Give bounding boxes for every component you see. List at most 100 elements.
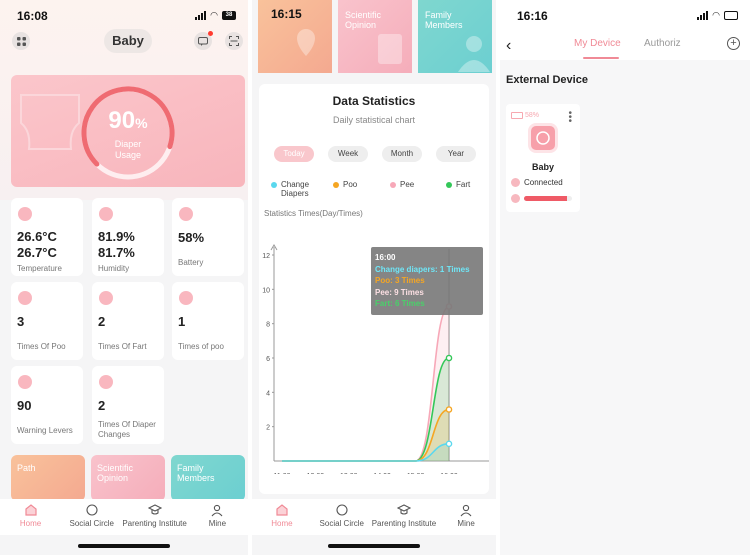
warning-value: 90 — [17, 398, 32, 413]
signal-icon — [195, 11, 207, 20]
tab-mine-2[interactable]: Mine — [436, 499, 496, 535]
y-tick-label: 10 — [262, 287, 270, 294]
legend-pee[interactable]: Pee — [390, 180, 414, 189]
period-year[interactable]: Year — [436, 146, 476, 162]
warning-label: Warning Levers — [17, 426, 73, 435]
family-icon — [458, 36, 490, 72]
battery-icon-3 — [724, 11, 738, 20]
home-indicator-2 — [328, 544, 420, 548]
device-card[interactable]: 58% • • • Baby Connected — [506, 104, 580, 212]
tab-mine[interactable]: Mine — [187, 499, 248, 535]
legend-poo[interactable]: Poo — [333, 180, 357, 189]
user-icon — [211, 504, 223, 517]
tab-parenting-institute-2[interactable]: Parenting Institute — [372, 499, 436, 535]
poo-value: 3 — [17, 314, 25, 329]
tab-social-circle-2[interactable]: Social Circle — [312, 499, 372, 535]
temperature-card[interactable]: 26.6°C 26.7°C Temperature — [11, 198, 83, 276]
diaper-changes-value: 2 — [98, 398, 106, 413]
battery-card[interactable]: 58% Battery — [172, 198, 244, 276]
tab-social-circle[interactable]: Social Circle — [61, 499, 122, 535]
period-today[interactable]: Today — [274, 146, 314, 162]
tile-family-top-label: Family Members — [425, 10, 463, 30]
graduation-cap-icon — [147, 504, 162, 515]
device-screen: 16:16 ◠ ‹ My Device Authoriz + External … — [500, 0, 750, 555]
device-level-fill — [524, 196, 568, 201]
series-area-poo — [282, 409, 449, 461]
humidity-value: 81.9% — [98, 229, 135, 244]
status-time-2: 16:15 — [271, 7, 302, 21]
chat-icon — [86, 504, 98, 516]
tab-home-2[interactable]: Home — [252, 499, 312, 535]
device-status: Connected — [511, 178, 563, 187]
tab-authorize[interactable]: Authoriz — [644, 38, 681, 49]
x-tick-label: 11:00 — [274, 473, 291, 474]
tab-bar: Home Social Circle Parenting Institute M… — [0, 499, 248, 535]
series-line-pee — [281, 305, 450, 462]
fart-icon — [99, 291, 113, 305]
tile-path-top[interactable]: 16:15 — [258, 0, 332, 73]
tile-family-members[interactable]: Family Members — [171, 455, 245, 501]
status-time-3: 16:16 — [517, 9, 548, 23]
period-week[interactable]: Week — [328, 146, 368, 162]
change-icon — [99, 375, 113, 389]
poo-alt-card[interactable]: 1 Times of poo — [172, 282, 244, 360]
grid-icon[interactable] — [12, 32, 30, 50]
battery-outline-icon — [511, 112, 523, 119]
poo-alt-label: Times of poo — [178, 342, 224, 351]
tab-home[interactable]: Home — [0, 499, 61, 535]
tile-family-label: Family Members — [177, 463, 215, 483]
heart-icon — [511, 194, 520, 203]
tooltip-fart: Fart: 6 Times — [375, 299, 425, 308]
period-month[interactable]: Month — [382, 146, 422, 162]
poo-label: Times Of Poo — [17, 342, 66, 351]
usage-value: 90% — [108, 107, 148, 134]
device-battery-value: 58% — [525, 112, 540, 119]
battery-level-icon — [179, 207, 193, 221]
more-icon[interactable]: • • • — [568, 108, 572, 127]
x-tick-label: 12:00 — [307, 473, 325, 474]
home-icon — [24, 504, 37, 516]
scan-icon[interactable] — [225, 32, 243, 50]
series-area-pee — [282, 306, 449, 461]
warning-card[interactable]: 90 Warning Levers — [11, 366, 83, 444]
tab-social-label: Social Circle — [69, 519, 114, 528]
tab-parenting-label: Parenting Institute — [122, 519, 187, 528]
tab-my-device[interactable]: My Device — [574, 38, 621, 49]
poo-icon — [18, 291, 32, 305]
poo-card[interactable]: 3 Times Of Poo — [11, 282, 83, 360]
tooltip-time: 16:00 — [375, 253, 396, 262]
humidity-value-2: 81.7% — [98, 245, 135, 260]
fart-card[interactable]: 2 Times Of Fart — [92, 282, 164, 360]
graduation-cap-icon — [396, 504, 411, 515]
tile-path[interactable]: Path — [11, 455, 85, 501]
tile-scientific-opinion-top[interactable]: Scientific Opinion — [338, 0, 412, 73]
y-tick-label: 2 — [266, 425, 270, 432]
back-icon[interactable]: ‹ — [506, 37, 512, 54]
message-icon[interactable] — [194, 31, 213, 50]
device-level — [511, 194, 572, 203]
bell-icon — [18, 375, 32, 389]
signal-icon-3 — [697, 11, 709, 20]
device-level-bar — [524, 196, 572, 201]
y-tick-label: 4 — [266, 390, 270, 397]
diaper-usage-card[interactable]: 90% Diaper Usage — [11, 75, 245, 187]
x-tick-label: 15:00 — [407, 473, 425, 474]
humidity-card[interactable]: 81.9% 81.7% Humidity — [92, 198, 164, 276]
wifi-icon: ◠ — [210, 10, 218, 20]
diaper-changes-card[interactable]: 2 Times Of Diaper Changes — [92, 366, 164, 444]
battery-label: Battery — [178, 258, 204, 267]
tile-scientific-opinion[interactable]: Scientific Opinion — [91, 455, 165, 501]
tab-parenting-institute[interactable]: Parenting Institute — [122, 499, 187, 535]
notification-dot — [208, 31, 213, 36]
legend-fart[interactable]: Fart — [446, 180, 470, 189]
status-time: 16:08 — [17, 9, 48, 23]
add-icon[interactable]: + — [727, 37, 740, 50]
legend-pee-label: Pee — [400, 180, 415, 189]
legend-change-diapers-label: Change Diapers — [281, 180, 310, 198]
home-screen: 16:08 ◠ 38 Baby 90% Diaper Usage 26.6°C … — [0, 0, 248, 555]
tile-family-members-top[interactable]: Family Members ◠ 32 — [418, 0, 492, 73]
tile-path-label: Path — [17, 463, 36, 473]
baby-selector[interactable]: Baby — [104, 29, 152, 53]
series-area-change-diapers — [282, 443, 449, 461]
legend-change-diapers[interactable]: Change Diapers — [271, 180, 315, 198]
